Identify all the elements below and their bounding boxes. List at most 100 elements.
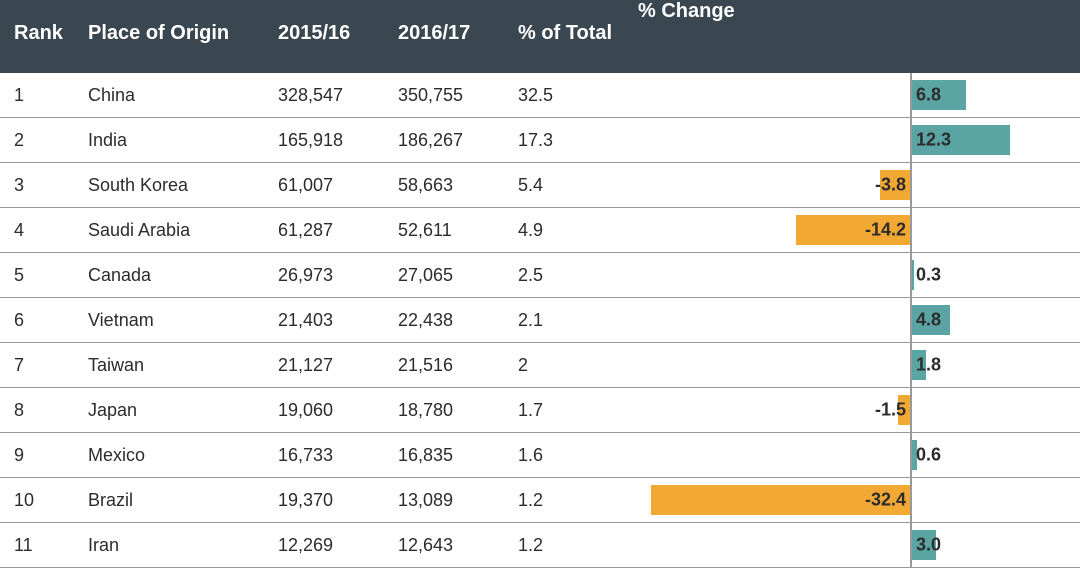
- cell-change: 1.8: [630, 343, 1080, 388]
- cell-y2: 12,643: [390, 523, 510, 568]
- col-header-rank: Rank: [0, 0, 80, 73]
- cell-place: Brazil: [80, 478, 270, 523]
- change-label: 1.8: [916, 355, 941, 376]
- table-row: 9Mexico16,73316,8351.6 0.6: [0, 433, 1080, 478]
- cell-place: Japan: [80, 388, 270, 433]
- cell-pct: 5.4: [510, 163, 630, 208]
- table-row: 6Vietnam21,40322,4382.1 4.8: [0, 298, 1080, 343]
- change-label: -1.5: [875, 400, 906, 421]
- cell-y1: 26,973: [270, 253, 390, 298]
- cell-pct: 1.6: [510, 433, 630, 478]
- change-label: -32.4: [865, 490, 906, 511]
- cell-pct: 17.3: [510, 118, 630, 163]
- table-row: 10Brazil19,37013,0891.2 -32.4: [0, 478, 1080, 523]
- cell-y2: 13,089: [390, 478, 510, 523]
- cell-pct: 4.9: [510, 208, 630, 253]
- cell-rank: 11: [0, 523, 80, 568]
- cell-place: Vietnam: [80, 298, 270, 343]
- cell-y1: 19,370: [270, 478, 390, 523]
- cell-rank: 1: [0, 73, 80, 118]
- cell-pct: 2: [510, 343, 630, 388]
- cell-change: 0.6: [630, 433, 1080, 478]
- cell-change: -1.5: [630, 388, 1080, 433]
- col-header-y2: 2016/17: [390, 0, 510, 73]
- change-label: 4.8: [916, 310, 941, 331]
- table-row: 5Canada26,97327,0652.5 0.3: [0, 253, 1080, 298]
- zero-line: [910, 208, 912, 252]
- table-row: 3South Korea61,00758,6635.4 -3.8: [0, 163, 1080, 208]
- cell-change: 6.8: [630, 73, 1080, 118]
- cell-pct: 1.2: [510, 478, 630, 523]
- cell-y2: 27,065: [390, 253, 510, 298]
- cell-y2: 22,438: [390, 298, 510, 343]
- cell-y1: 12,269: [270, 523, 390, 568]
- table-body: 1China328,547350,75532.56.82India165,918…: [0, 73, 1080, 568]
- col-header-change: % Change: [630, 0, 1080, 73]
- cell-change: 3.0: [630, 523, 1080, 568]
- cell-y1: 61,287: [270, 208, 390, 253]
- cell-place: Mexico: [80, 433, 270, 478]
- cell-y2: 52,611: [390, 208, 510, 253]
- cell-rank: 3: [0, 163, 80, 208]
- cell-place: India: [80, 118, 270, 163]
- cell-y1: 16,733: [270, 433, 390, 478]
- cell-pct: 2.5: [510, 253, 630, 298]
- origin-table: Rank Place of Origin 2015/16 2016/17 % o…: [0, 0, 1080, 568]
- cell-y2: 186,267: [390, 118, 510, 163]
- table-row: 2India165,918186,26717.3 12.3: [0, 118, 1080, 163]
- cell-rank: 7: [0, 343, 80, 388]
- table-row: 4Saudi Arabia61,28752,6114.9 -14.2: [0, 208, 1080, 253]
- cell-change: 12.3: [630, 118, 1080, 163]
- cell-place: South Korea: [80, 163, 270, 208]
- cell-y2: 18,780: [390, 388, 510, 433]
- cell-rank: 2: [0, 118, 80, 163]
- cell-rank: 6: [0, 298, 80, 343]
- table-row: 7Taiwan21,12721,5162 1.8: [0, 343, 1080, 388]
- change-label: -3.8: [875, 175, 906, 196]
- change-label: 0.3: [916, 265, 941, 286]
- cell-rank: 10: [0, 478, 80, 523]
- cell-y1: 61,007: [270, 163, 390, 208]
- change-label: 3.0: [916, 535, 941, 556]
- cell-y2: 58,663: [390, 163, 510, 208]
- cell-y2: 21,516: [390, 343, 510, 388]
- cell-y1: 19,060: [270, 388, 390, 433]
- zero-line: [910, 478, 912, 522]
- cell-place: China: [80, 73, 270, 118]
- cell-pct: 1.2: [510, 523, 630, 568]
- cell-place: Taiwan: [80, 343, 270, 388]
- cell-change: 4.8: [630, 298, 1080, 343]
- change-label: 6.8: [916, 85, 941, 106]
- cell-rank: 4: [0, 208, 80, 253]
- change-label: 12.3: [916, 130, 951, 151]
- cell-change: -3.8: [630, 163, 1080, 208]
- cell-y1: 328,547: [270, 73, 390, 118]
- cell-pct: 2.1: [510, 298, 630, 343]
- cell-rank: 9: [0, 433, 80, 478]
- cell-change: 0.3: [630, 253, 1080, 298]
- change-label: 0.6: [916, 445, 941, 466]
- cell-place: Iran: [80, 523, 270, 568]
- table-row: 8Japan19,06018,7801.7 -1.5: [0, 388, 1080, 433]
- cell-change: -32.4: [630, 478, 1080, 523]
- zero-line: [910, 163, 912, 207]
- cell-y2: 16,835: [390, 433, 510, 478]
- col-header-place: Place of Origin: [80, 0, 270, 73]
- cell-place: Canada: [80, 253, 270, 298]
- cell-rank: 5: [0, 253, 80, 298]
- col-header-pct: % of Total: [510, 0, 630, 73]
- table-row: 11Iran12,26912,6431.2 3.0: [0, 523, 1080, 568]
- cell-y1: 165,918: [270, 118, 390, 163]
- cell-pct: 32.5: [510, 73, 630, 118]
- cell-pct: 1.7: [510, 388, 630, 433]
- cell-y1: 21,403: [270, 298, 390, 343]
- cell-place: Saudi Arabia: [80, 208, 270, 253]
- cell-y1: 21,127: [270, 343, 390, 388]
- cell-rank: 8: [0, 388, 80, 433]
- cell-change: -14.2: [630, 208, 1080, 253]
- change-label: -14.2: [865, 220, 906, 241]
- cell-y2: 350,755: [390, 73, 510, 118]
- zero-line: [910, 388, 912, 432]
- table-row: 1China328,547350,75532.5 6.8: [0, 73, 1080, 118]
- table-header-row: Rank Place of Origin 2015/16 2016/17 % o…: [0, 0, 1080, 73]
